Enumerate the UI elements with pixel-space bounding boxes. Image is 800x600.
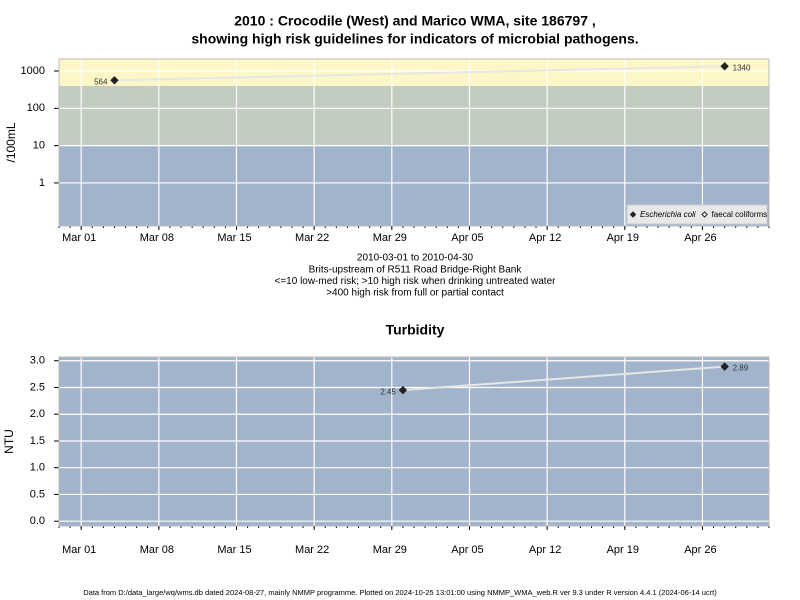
- y-tick-label: 0.0: [30, 515, 45, 527]
- x-tick-label: Mar 29: [373, 232, 407, 244]
- x-tick-label: Apr 26: [684, 232, 716, 244]
- chart-title: 2010 : Crocodile (West) and Marico WMA, …: [234, 13, 596, 29]
- data-label: 2.89: [733, 364, 749, 373]
- x-tick-label: Mar 01: [62, 232, 96, 244]
- y-axis-label: /100mL: [4, 122, 18, 162]
- x-tick-label: Mar 22: [295, 544, 329, 556]
- x-tick-label: Mar 08: [140, 232, 174, 244]
- data-point: [110, 76, 119, 85]
- note: <=10 low-med risk; >10 high risk when dr…: [275, 276, 557, 287]
- legend-marker: [629, 211, 637, 218]
- y-tick-label: 0.5: [30, 488, 45, 500]
- y-tick-label: 1: [39, 177, 45, 189]
- y-tick-label: 2.0: [30, 408, 45, 420]
- y-tick-label: 100: [27, 102, 45, 114]
- y-tick-label: 10: [33, 140, 45, 152]
- x-tick-label: Apr 12: [529, 544, 561, 556]
- series-line: [114, 65, 725, 82]
- x-tick-label: Mar 29: [373, 544, 407, 556]
- y-tick-label: 1.0: [30, 462, 45, 474]
- x-tick-label: Apr 19: [607, 544, 639, 556]
- chart-title: showing high risk guidelines for indicat…: [191, 31, 638, 47]
- x-tick-label: Mar 22: [295, 232, 329, 244]
- data-point: [720, 362, 729, 371]
- x-tick-label: Apr 05: [451, 232, 483, 244]
- x-tick-label: Mar 15: [217, 232, 251, 244]
- note: 2010-03-01 to 2010-04-30: [357, 253, 474, 264]
- series-line: [402, 365, 725, 392]
- y-axis-label: NTU: [2, 429, 16, 454]
- data-label: 1340: [733, 63, 751, 72]
- x-tick-label: Apr 26: [684, 544, 716, 556]
- data-point: [720, 62, 729, 71]
- note: >400 high risk from full or partial cont…: [326, 288, 504, 299]
- x-tick-label: Apr 12: [529, 232, 561, 244]
- plot-frame: [58, 58, 770, 227]
- note: Brits-upstream of R511 Road Bridge-Right…: [309, 264, 523, 275]
- legend-label: Escherichia coli: [640, 210, 696, 219]
- legend-box: [626, 204, 768, 225]
- x-tick-label: Apr 19: [607, 232, 639, 244]
- chart-title: Turbidity: [386, 322, 445, 338]
- risk-band: [59, 85, 769, 146]
- footer: Data from D:/data_large/wq/wms.db dated …: [83, 588, 717, 597]
- x-tick-label: Apr 05: [451, 544, 483, 556]
- plot-frame: [58, 356, 770, 527]
- data-label: 2.45: [380, 387, 396, 396]
- data-label: 564: [94, 77, 108, 86]
- legend-marker: [701, 211, 708, 218]
- x-tick-label: Mar 15: [217, 544, 251, 556]
- data-point: [398, 385, 408, 395]
- y-tick-label: 3.0: [30, 355, 45, 367]
- x-tick-label: Mar 01: [62, 544, 96, 556]
- y-tick-label: 2.5: [30, 381, 45, 393]
- x-tick-label: Mar 08: [140, 544, 174, 556]
- legend-label: faecal coliforms: [712, 210, 768, 219]
- y-tick-label: 1000: [21, 65, 45, 77]
- y-tick-label: 1.5: [30, 435, 45, 447]
